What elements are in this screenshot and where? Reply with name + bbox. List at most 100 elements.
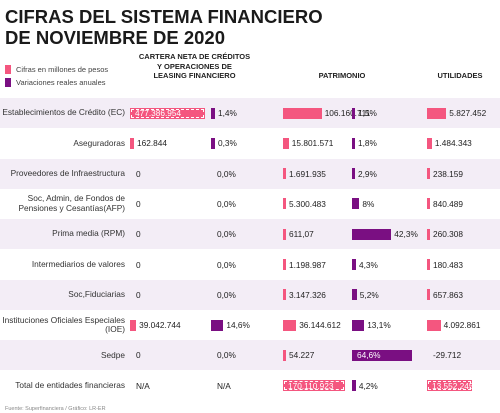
value-utilidades: -29.712 [433, 350, 462, 361]
bar-patrimonio-var [352, 259, 356, 270]
value-cartera: 477.386.954 [135, 108, 182, 118]
cell-patrimonio: 611,07 [283, 219, 314, 249]
table-row: Intermediarios de valores 0 0,0% 1.198.987 4… [0, 250, 500, 280]
row-label: Instituciones Oficiales Especiales (IOE) [2, 314, 125, 335]
legend: Cifras en millones de pesos Variaciones … [5, 63, 108, 89]
row-label: Total de entidades financieras [15, 379, 125, 390]
value-cartera: 0 [136, 168, 141, 179]
value-cartera: 162.844 [137, 138, 167, 149]
cell-cartera-var: 14,6% [211, 310, 250, 340]
cell-cartera-var: 0,0% [211, 250, 236, 280]
value-patrimonio: 106.160.711 [324, 108, 371, 118]
value-cartera-var: 0,0% [217, 259, 236, 270]
bar-utilidades [427, 380, 472, 392]
bar-patrimonio-var [352, 380, 356, 392]
cell-patrimonio: 36.144.612 [283, 310, 341, 340]
bar-cartera [130, 137, 134, 149]
cell-patrimonio-var: 64,6% [352, 340, 412, 370]
value-patrimonio-var: 13,1% [367, 320, 391, 331]
value-patrimonio-var: 4,3% [359, 259, 378, 270]
table-row: Total de entidades financieras N/A N/A 170.… [0, 371, 500, 401]
title: CIFRAS DEL SISTEMA FINANCIERO DE NOVIEMB… [5, 6, 323, 48]
value-patrimonio-var: 5,2% [359, 289, 379, 300]
cell-cartera-var: 0,0% [211, 340, 236, 370]
table-row: Soc,Fiduciarias 0 0,0% 3.147.326 5,2% 657.863 [0, 279, 500, 310]
legend-label-amounts: Cifras en millones de pesos [16, 65, 109, 74]
bar-patrimonio [283, 137, 289, 149]
table-row: Prima media (RPM) 0 0,0% 611,07 42,3% 260.308 [0, 219, 500, 250]
bar-patrimonio [283, 107, 322, 119]
value-cartera-var: 0,0% [217, 289, 236, 300]
bar-utilidades [427, 137, 432, 149]
value-patrimonio-var: 8% [362, 198, 375, 209]
value-patrimonio: 611,07 [289, 229, 314, 240]
row-label: Soc,Fiduciarias [68, 289, 125, 300]
cell-cartera-var: 0,3% [211, 128, 237, 158]
cell-patrimonio-var: 1,8% [352, 128, 377, 158]
bar-patrimonio-var [352, 228, 392, 240]
bar-patrimonio-var [352, 168, 355, 180]
legend-item-variations: Variaciones reales anuales [5, 76, 108, 89]
cell-cartera-var: 0,0% [211, 159, 236, 189]
cell-utilidades: 4.092.861 [427, 310, 481, 340]
bar-cartera [130, 107, 205, 119]
value-cartera: 0 [136, 289, 141, 300]
row-label: Prima media (RPM) [52, 228, 125, 239]
cell-patrimonio: 54.227 [283, 340, 314, 370]
cell-patrimonio: 1.198.987 [283, 250, 326, 280]
value-patrimonio: 1.691.935 [289, 168, 326, 179]
bar-utilidades [427, 107, 447, 119]
bar-patrimonio-var [352, 107, 355, 119]
value-cartera: N/A [136, 380, 150, 391]
cell-patrimonio-var: 13,1% [352, 310, 391, 340]
cell-patrimonio-var: 4,2% [352, 371, 378, 401]
cell-cartera: 39.042.744 [130, 310, 181, 340]
cell-cartera: 0 [130, 219, 141, 249]
cell-cartera: 0 [130, 250, 141, 280]
row-label: Aseguradoras [73, 137, 125, 148]
column-header-cartera-line-1: CARTERA NETA DE CRÉDITOS [138, 52, 251, 61]
legend-label-variations: Variaciones reales anuales [16, 78, 106, 87]
value-cartera: 39.042.744 [139, 320, 181, 331]
cell-patrimonio-var: 5,2% [352, 280, 379, 310]
cell-utilidades: 260.308 [427, 219, 463, 249]
value-cartera-var: 0,0% [217, 168, 236, 179]
value-patrimonio: 36.144.612 [299, 320, 341, 331]
value-cartera-var: 14,6% [226, 320, 250, 331]
bar-patrimonio [283, 349, 286, 361]
value-cartera-var: 0,0% [217, 198, 236, 209]
cell-patrimonio-var: 4,3% [352, 250, 378, 280]
cell-utilidades: 180.483 [427, 250, 463, 280]
row-label: Sedpe [101, 349, 125, 360]
legend-swatch-amounts [5, 65, 11, 74]
legend-item-amounts: Cifras en millones de pesos [5, 63, 108, 76]
legend-swatch-variations [5, 78, 11, 87]
cell-cartera-var: N/A [211, 371, 231, 401]
cell-cartera: 477.386.954 [130, 98, 205, 128]
table-row: Proveedores de Infraestructura 0 0,0% 1.691… [0, 158, 500, 189]
table-row: Instituciones Oficiales Especiales (IOE)… [0, 310, 500, 340]
bar-cartera [130, 319, 137, 331]
bar-patrimonio-var [352, 198, 360, 210]
value-utilidades: 260.308 [433, 229, 463, 240]
value-cartera: 0 [136, 350, 141, 361]
value-cartera-var: 0,3% [218, 138, 237, 149]
value-patrimonio-var: 64,6% [357, 350, 381, 361]
value-patrimonio-var: 2,9% [358, 168, 377, 179]
value-patrimonio: 5.300.483 [289, 198, 326, 209]
bar-utilidades [427, 198, 430, 210]
cell-cartera-var: 0,0% [211, 189, 236, 219]
value-patrimonio: 170.110.923 [288, 380, 334, 391]
column-header-patrimonio: PATRIMONIO [282, 71, 402, 81]
value-cartera-var: N/A [217, 380, 231, 391]
cell-utilidades: -29.712 [427, 340, 461, 370]
column-header-cartera-line-3: LEASING FINANCIERO [153, 71, 236, 80]
value-patrimonio: 54.227 [289, 350, 315, 361]
cell-utilidades: 5.827.452 [427, 98, 486, 128]
bar-patrimonio [283, 259, 286, 270]
column-header-utilidades-text: UTILIDADES [437, 71, 483, 80]
column-header-utilidades: UTILIDADES [420, 71, 500, 81]
column-header-cartera-line-2: Y OPERACIONES DE [157, 61, 232, 71]
table-row: Aseguradoras 162.844 0,3% 15.801.571 1,8% 1.4… [0, 128, 500, 158]
cell-patrimonio: 3.147.326 [283, 280, 326, 310]
